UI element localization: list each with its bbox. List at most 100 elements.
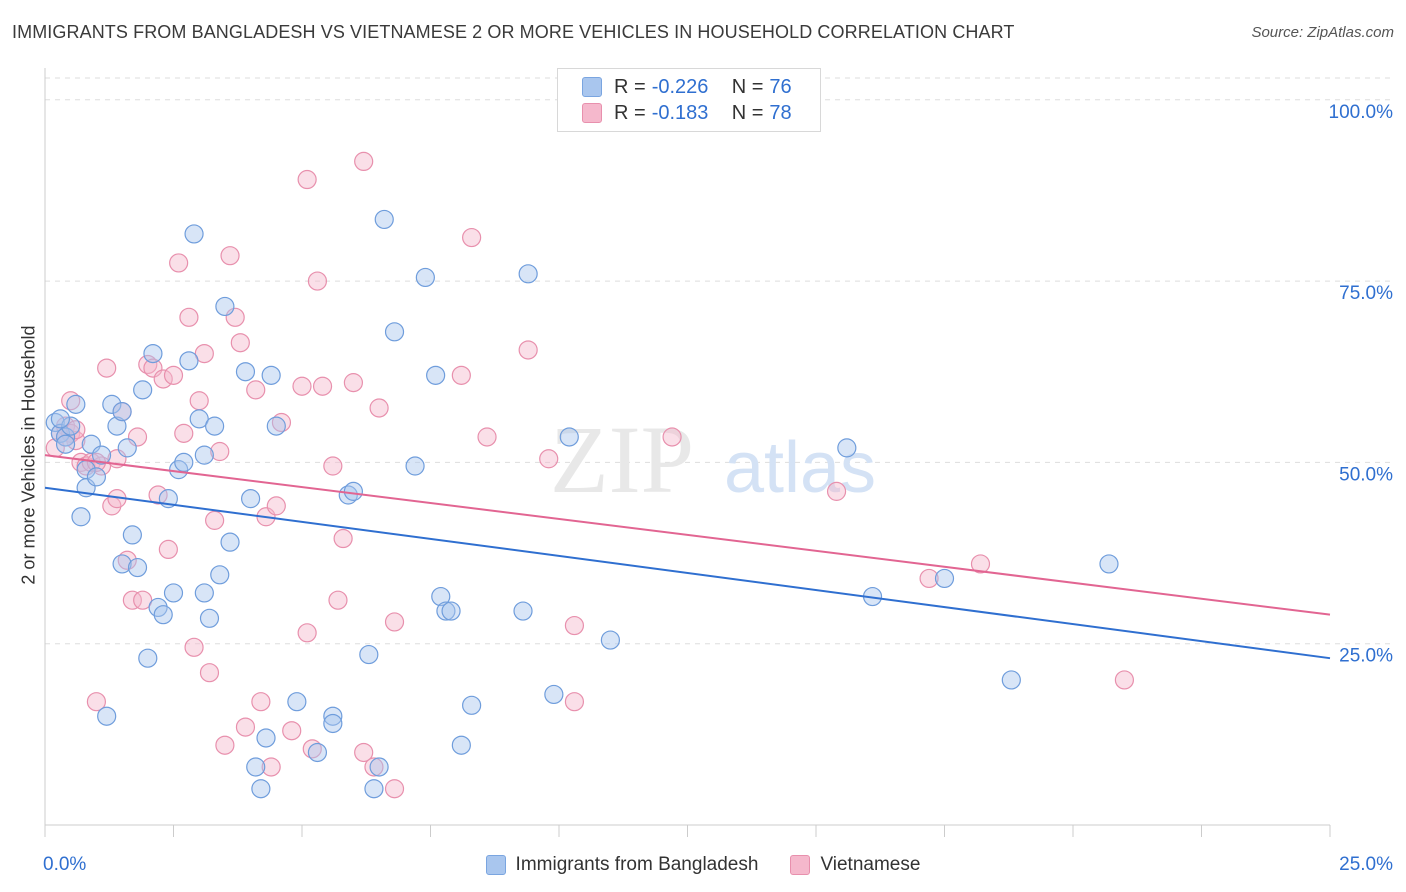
point-vietnamese [282,721,302,741]
y-tick-label: 50.0% [1339,464,1393,485]
point-bangladesh [513,601,533,621]
point-bangladesh [194,445,214,465]
legend-n-label: N = [731,101,764,124]
point-vietnamese [333,528,353,549]
point-bangladesh [256,728,276,748]
legend-n-label: N = [731,75,764,98]
point-bangladesh [246,757,266,777]
y-tick-label: 25.0% [1339,646,1393,667]
point-bangladesh [307,742,328,763]
point-vietnamese [451,365,471,385]
point-vietnamese [66,431,86,451]
point-bangladesh [107,416,127,436]
legend-n-value: 78 [769,101,792,124]
legend-swatch-blue [485,855,506,875]
point-bangladesh [112,554,132,574]
point-bangladesh [436,601,456,621]
point-bangladesh [189,409,209,429]
point-bangladesh [431,586,451,607]
point-bangladesh [179,351,199,371]
point-bangladesh [338,485,358,505]
legend-r-value: -0.183 [651,101,709,124]
legend-row-vietnamese: R = -0.183 N = 78 [582,101,792,125]
point-vietnamese [148,485,168,505]
x-tick-label: 25.0% [1339,854,1393,875]
point-vietnamese [174,423,194,443]
point-vietnamese [189,391,209,411]
point-vietnamese [235,717,256,737]
point-bangladesh [112,402,132,422]
point-bangladesh [215,296,235,317]
point-bangladesh [138,648,158,668]
point-bangladesh [415,267,435,288]
point-vietnamese [220,246,240,266]
point-bangladesh [323,713,343,734]
point-vietnamese [364,757,384,777]
point-vietnamese [292,376,312,396]
point-vietnamese [205,510,225,530]
point-vietnamese [539,449,559,469]
point-bangladesh [199,608,220,628]
legend-item-bangladesh[interactable]: Immigrants from Bangladesh [485,854,758,876]
point-vietnamese [163,365,184,385]
point-bangladesh [184,224,204,244]
series-legend: Immigrants from Bangladesh Vietnamese [0,852,1406,878]
point-bangladesh [117,438,137,458]
point-bangladesh [163,583,184,603]
point-bangladesh [251,779,271,799]
point-bangladesh [210,565,230,585]
point-vietnamese [138,354,158,375]
tick-labels: 25.0% 50.0% 75.0% 100.0% 0.0% 25.0% [43,102,1393,875]
legend-swatch-pink [582,103,602,123]
series-vietnamese-points [45,151,1135,799]
point-bangladesh [55,434,76,454]
point-bangladesh [1099,554,1119,574]
point-vietnamese [266,496,286,516]
point-bangladesh [462,695,482,715]
point-bangladesh [45,412,65,433]
watermark: ZIP atlas [550,406,876,513]
point-vietnamese [297,169,317,190]
point-bangladesh [143,343,163,364]
point-vietnamese [384,612,405,632]
point-bangladesh [384,322,405,342]
point-bangladesh [50,409,71,429]
point-vietnamese [323,456,343,476]
point-bangladesh [518,264,538,284]
point-bangladesh [61,416,81,436]
point-vietnamese [199,663,220,683]
y-tick-label: 75.0% [1339,283,1393,304]
point-bangladesh [426,365,446,385]
point-vietnamese [328,590,348,610]
point-vietnamese [184,637,204,657]
point-vietnamese [662,427,682,447]
point-vietnamese [462,227,482,248]
point-bangladesh [544,684,564,705]
legend-swatch-blue [582,77,602,97]
trend-line-vietnamese [44,454,1331,616]
watermark-zip: ZIP [550,406,694,513]
point-vietnamese [261,757,281,777]
point-vietnamese [153,369,173,389]
point-bangladesh [133,380,153,400]
point-vietnamese [271,412,292,433]
point-bangladesh [205,416,225,436]
point-vietnamese [169,253,189,273]
point-bangladesh [97,706,117,726]
point-vietnamese [122,590,142,610]
watermark-atlas: atlas [724,428,876,508]
point-bangladesh [174,452,194,472]
point-bangladesh [405,456,425,476]
point-bangladesh [86,467,107,487]
point-vietnamese [564,692,585,712]
point-vietnamese [826,481,847,501]
legend-item-vietnamese[interactable]: Vietnamese [790,854,920,876]
point-vietnamese [518,340,538,360]
point-vietnamese [215,735,235,755]
point-bangladesh [220,532,240,552]
stats-legend: R = -0.226 N = 76 R = -0.183 N = 78 [557,68,821,132]
point-bangladesh [837,438,857,458]
point-bangladesh [50,423,71,443]
point-vietnamese [354,151,374,172]
legend-r-label: R = [614,75,646,98]
